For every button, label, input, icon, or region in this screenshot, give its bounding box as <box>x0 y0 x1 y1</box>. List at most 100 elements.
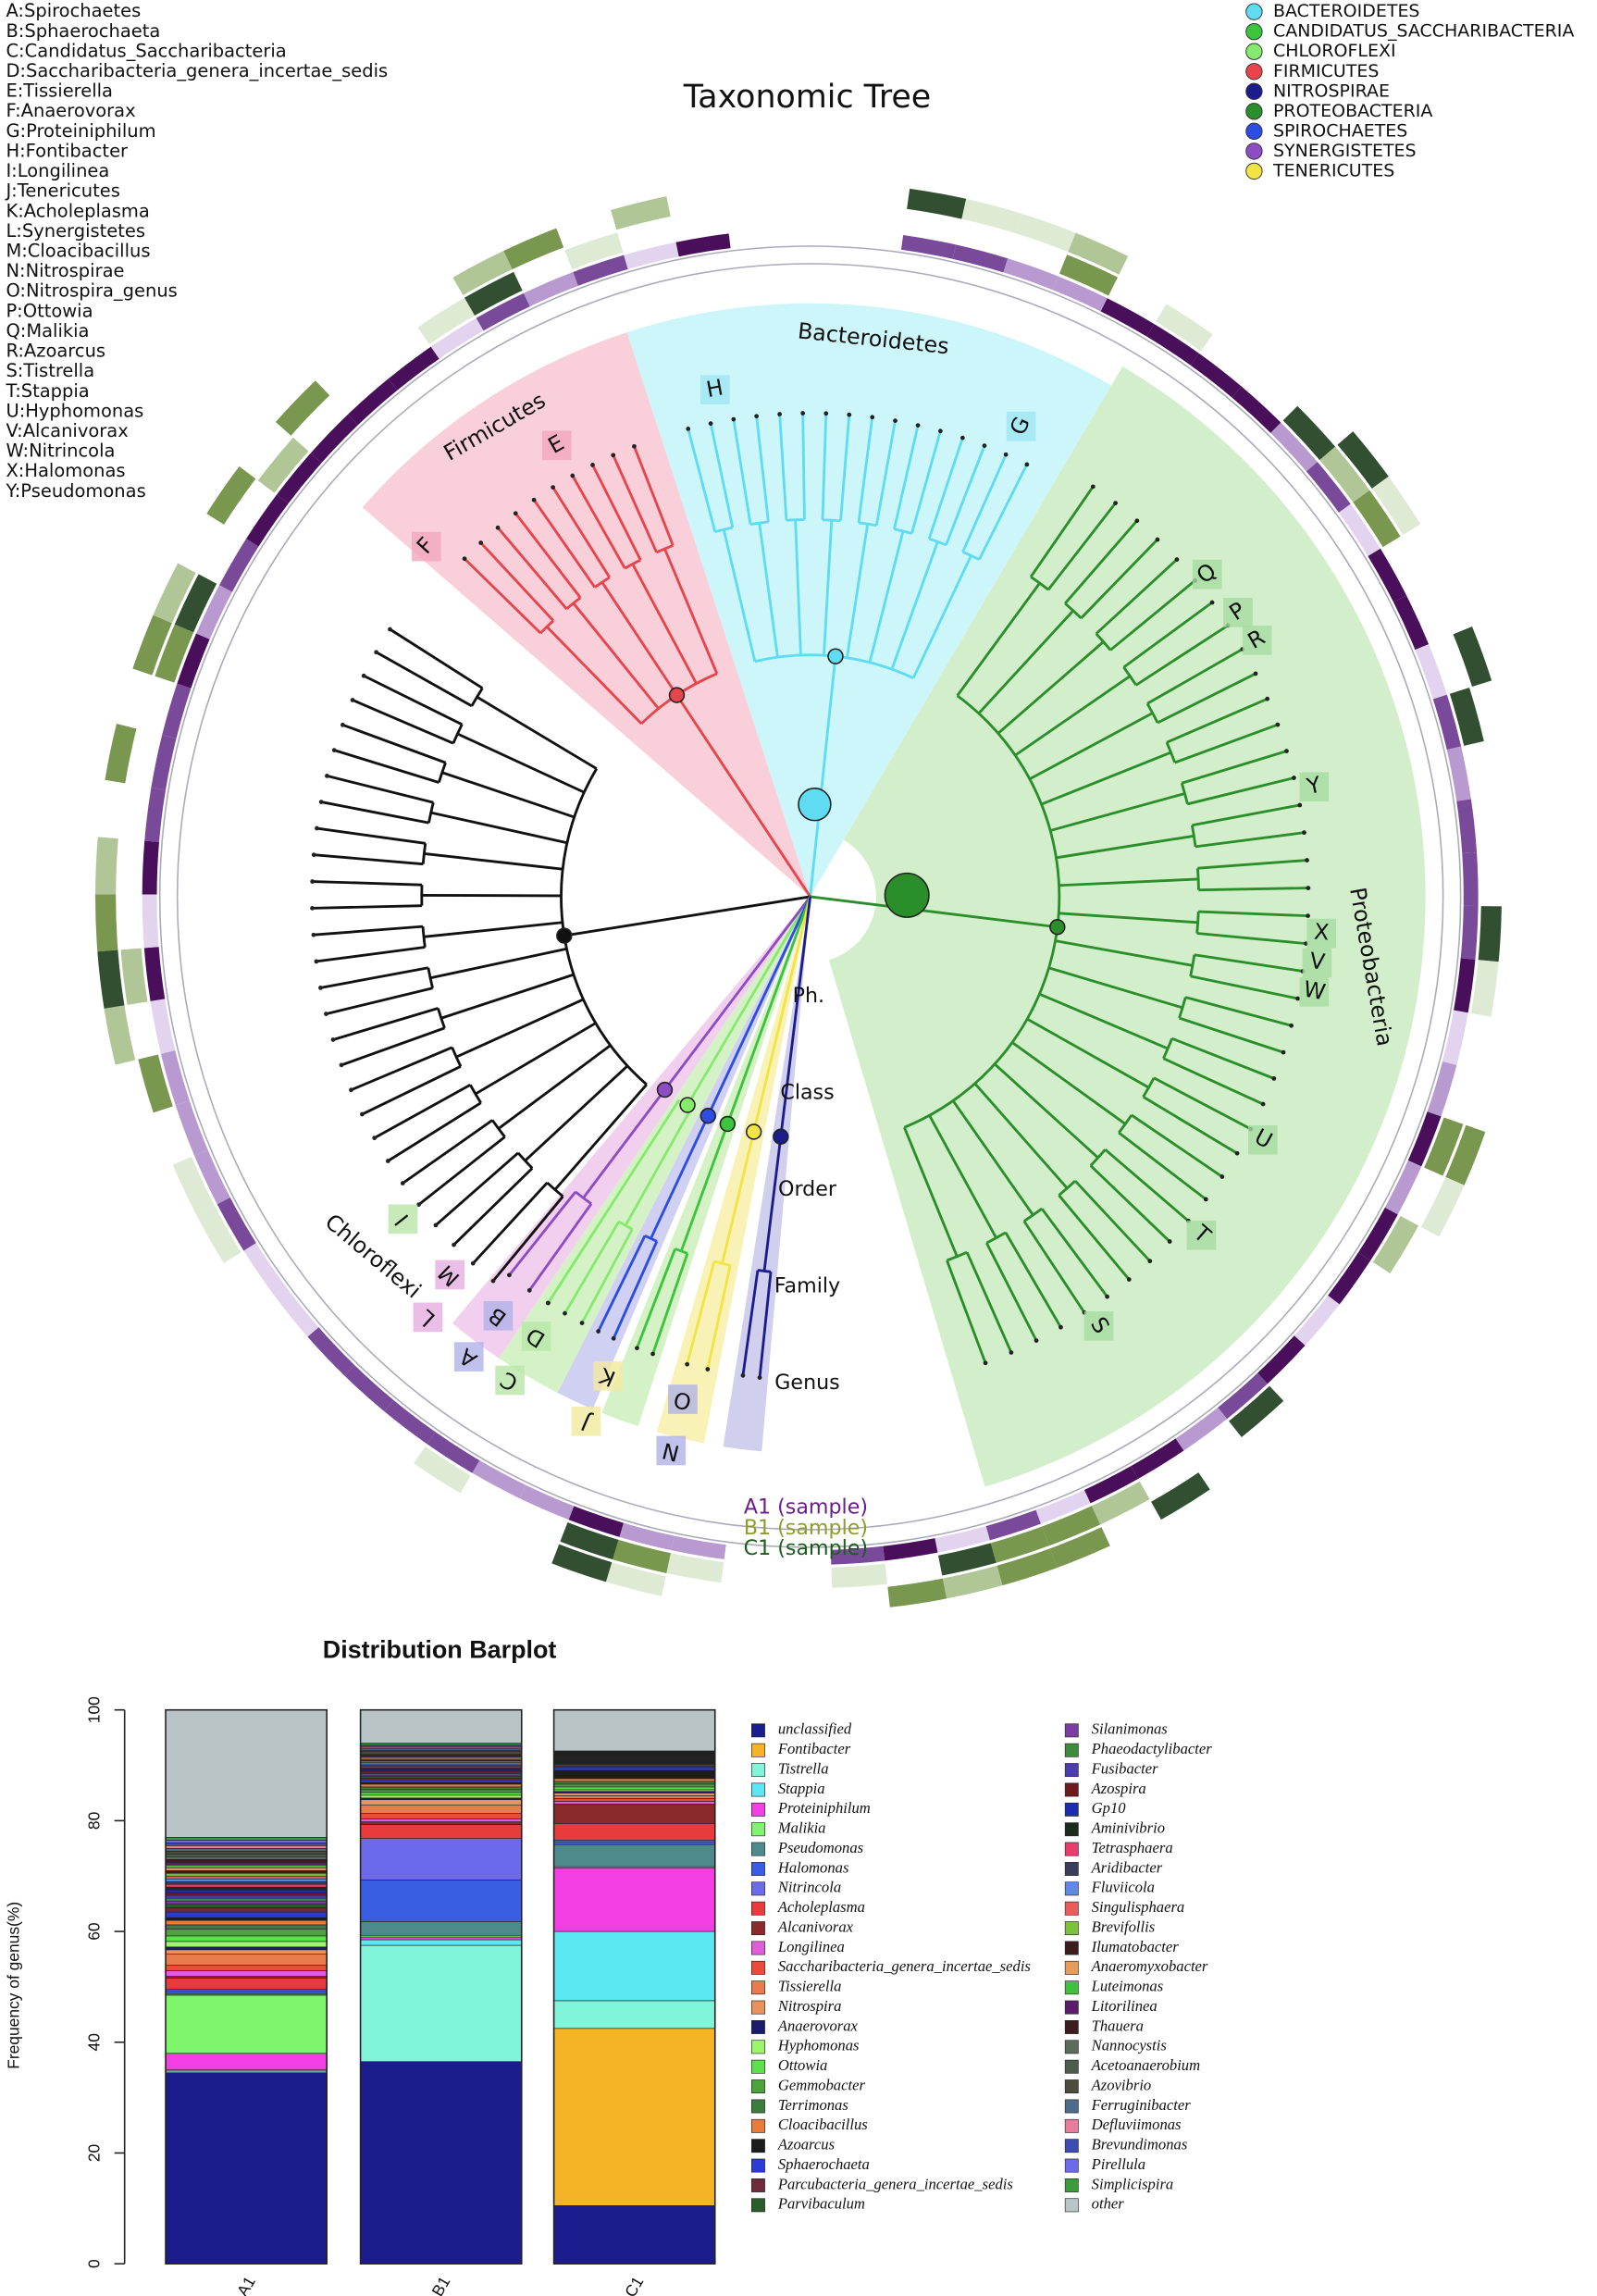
ring-cell <box>1427 1061 1457 1117</box>
node-label-box <box>668 1384 698 1414</box>
node-label-box <box>388 1204 418 1235</box>
y-tick-label: 20 <box>85 2144 104 2162</box>
legend-label: Thauera <box>1092 2017 1144 2034</box>
ring-cell <box>942 1565 1003 1599</box>
branch <box>749 520 769 526</box>
ring-cell <box>1100 298 1155 337</box>
legend-swatch <box>1245 162 1263 180</box>
leaf-node <box>507 1272 512 1278</box>
branch <box>402 1119 493 1185</box>
bar-segment <box>553 1786 716 1791</box>
branch <box>313 925 424 937</box>
legend-swatch <box>751 2020 765 2034</box>
legend-swatch <box>1064 2178 1079 2192</box>
key-item: N:Nitrospirae <box>6 260 124 281</box>
clade-node <box>679 1097 696 1113</box>
legend-label: other <box>1092 2195 1125 2213</box>
leaf-node <box>1203 1197 1208 1202</box>
leaf-node <box>611 453 616 458</box>
branch <box>1058 877 1199 887</box>
branch <box>755 416 770 523</box>
branch <box>312 904 422 910</box>
bar-segment <box>165 1855 328 1860</box>
branch <box>686 1260 716 1365</box>
legend-swatch <box>1064 2118 1079 2133</box>
level-label: Ph. <box>793 984 824 1008</box>
ring-cell <box>177 633 210 689</box>
bar-segment <box>360 1838 523 1880</box>
branch <box>464 557 542 635</box>
ring-cell <box>388 346 439 391</box>
ring-cell <box>990 1526 1049 1563</box>
branch <box>421 926 427 948</box>
leaf-node <box>1209 600 1215 605</box>
branch <box>316 826 426 845</box>
leaf-node <box>324 1011 328 1016</box>
legend-label: Azospira <box>1091 1780 1146 1797</box>
level-label: Family <box>774 1274 840 1298</box>
legend-swatch <box>1245 103 1263 120</box>
branch <box>528 1202 593 1292</box>
legend-label: FIRMICUTES <box>1273 61 1379 81</box>
ring-cell <box>277 453 322 503</box>
key-item: J:Tenericutes <box>5 180 119 202</box>
leaf-node <box>632 443 637 449</box>
branch <box>801 413 806 520</box>
branch <box>894 527 912 535</box>
node-label-box <box>1248 1124 1278 1155</box>
ring-cell <box>1257 1335 1306 1384</box>
x-tick-label: C1 <box>621 2273 647 2296</box>
ring-cell <box>1462 852 1479 907</box>
ring-cell <box>1353 490 1401 548</box>
ring-cell <box>1384 1160 1422 1215</box>
ring-cell <box>1052 276 1108 312</box>
branch <box>1187 776 1294 806</box>
legend-label: Malikia <box>777 1819 826 1837</box>
node-label-box <box>453 1342 484 1371</box>
legend-label: Brevifollis <box>1092 1917 1156 1935</box>
leaf-node <box>374 650 379 655</box>
leaf-node <box>1260 1101 1266 1107</box>
ring-cell <box>1478 906 1502 962</box>
branch <box>491 1195 564 1283</box>
ring-label: A1 (sample) <box>744 1496 868 1520</box>
bar-segment <box>553 1798 716 1802</box>
branch <box>1055 939 1194 967</box>
leaf-node <box>1219 1174 1225 1179</box>
node-label: W <box>1301 975 1327 1005</box>
legend-label: NITROSPIRAE <box>1273 81 1390 101</box>
ring-cell <box>120 948 148 1005</box>
legend-swatch <box>1064 1862 1079 1876</box>
legend-swatch <box>1245 143 1263 160</box>
bar-segment <box>553 1804 716 1824</box>
branch <box>582 1088 666 1199</box>
ring-cell <box>144 788 167 842</box>
node-label-box <box>1242 626 1272 655</box>
branch <box>752 896 812 1133</box>
branch <box>951 1099 1034 1216</box>
ring-cell <box>105 724 137 784</box>
leaf-node <box>551 485 556 490</box>
ring-cell <box>605 1562 666 1596</box>
legend-label: Ottowia <box>778 2056 828 2074</box>
branch <box>1058 912 1198 925</box>
ring-cell <box>95 837 118 895</box>
branch <box>434 1151 519 1226</box>
branch <box>732 418 752 525</box>
ring <box>176 263 1444 1531</box>
leaf-node <box>1167 1239 1172 1244</box>
branch <box>706 1264 732 1370</box>
legend-swatch <box>1064 2020 1079 2034</box>
legend-label: SYNERGISTETES <box>1273 141 1417 161</box>
branch <box>375 651 473 708</box>
branch <box>778 414 788 521</box>
branch <box>858 521 877 527</box>
legend-swatch <box>751 1862 765 1876</box>
branch <box>709 423 735 528</box>
branch <box>1064 602 1083 619</box>
ring-cell <box>143 947 166 1001</box>
branch <box>572 602 660 710</box>
legend-label: Sphaerochaeta <box>778 2155 870 2173</box>
legend-swatch <box>1245 63 1263 81</box>
node-label-box <box>1192 559 1222 590</box>
